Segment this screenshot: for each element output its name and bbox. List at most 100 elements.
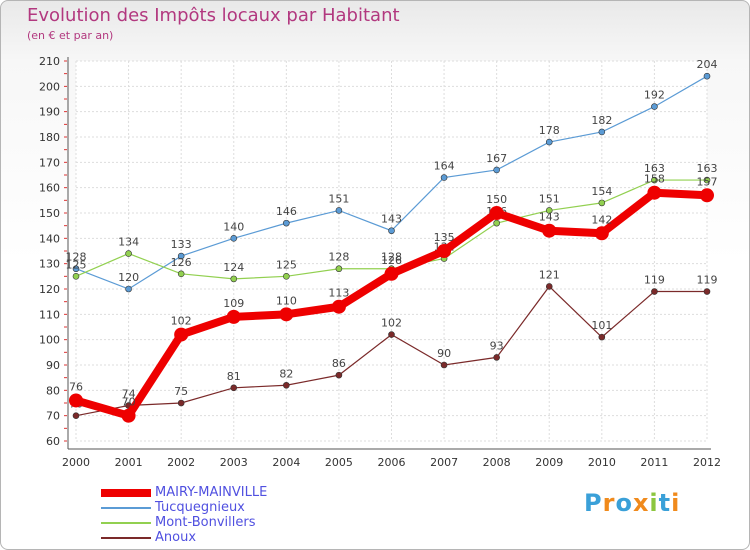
data-label: 125 xyxy=(276,258,297,271)
data-point xyxy=(647,185,662,200)
series-anoux: 7074 75 81 82 86 102 90 93 121 101 119 119 xyxy=(69,268,718,419)
data-label: 158 xyxy=(644,173,665,186)
data-point xyxy=(703,176,711,184)
y-tick-label: 100 xyxy=(39,334,60,347)
y-tick-label: 60 xyxy=(46,435,60,448)
data-label: 124 xyxy=(223,261,244,274)
x-tick-label: 2002 xyxy=(167,456,195,469)
x-tick-label: 2001 xyxy=(115,456,143,469)
data-label: 82 xyxy=(279,367,293,380)
data-label: 142 xyxy=(591,213,612,226)
data-point xyxy=(594,226,609,241)
data-label: 125 xyxy=(66,258,87,271)
data-point xyxy=(230,275,238,283)
logo-letter: r xyxy=(602,489,616,517)
data-point xyxy=(651,288,658,295)
data-point xyxy=(437,244,452,258)
data-point xyxy=(174,327,189,342)
legend-label: Anoux xyxy=(155,530,197,545)
data-point xyxy=(335,371,343,379)
y-tick-label: 150 xyxy=(39,207,60,220)
y-tick-label: 90 xyxy=(46,359,60,372)
data-label: 192 xyxy=(644,89,665,102)
data-label: 121 xyxy=(539,268,560,281)
data-label: 119 xyxy=(697,274,718,287)
legend-swatch xyxy=(101,522,151,524)
chart-subtitle: (en € et par an) xyxy=(27,29,114,42)
data-label: 128 xyxy=(328,251,349,264)
data-point xyxy=(440,174,448,181)
x-tick-label: 2007 xyxy=(430,456,458,469)
data-label: 163 xyxy=(644,162,665,175)
y-tick-label: 210 xyxy=(39,55,60,68)
data-point xyxy=(651,176,658,184)
data-label: 128 xyxy=(381,251,402,264)
data-label: 90 xyxy=(437,347,451,360)
data-label: 163 xyxy=(697,162,718,175)
data-label: 133 xyxy=(171,238,192,251)
data-label: 167 xyxy=(486,152,507,165)
data-point xyxy=(598,199,606,207)
y-tick-label: 130 xyxy=(39,258,60,271)
data-label: 157 xyxy=(697,175,718,188)
data-label: 151 xyxy=(539,192,560,205)
data-label: 119 xyxy=(644,274,665,287)
y-tick-label: 190 xyxy=(39,106,60,119)
data-label: 109 xyxy=(223,297,244,310)
data-point xyxy=(72,265,80,273)
data-point xyxy=(493,166,500,174)
data-label: 74 xyxy=(122,388,136,401)
x-tick-label: 2006 xyxy=(378,456,406,469)
x-tick-label: 2012 xyxy=(693,456,721,469)
data-point xyxy=(489,206,504,220)
data-label: 126 xyxy=(381,254,402,267)
data-point xyxy=(388,331,395,338)
data-label: 140 xyxy=(223,220,244,233)
data-point xyxy=(335,207,343,214)
logo-letter: i xyxy=(671,489,681,517)
x-tick-label: 2009 xyxy=(535,456,563,469)
y-tick-label: 70 xyxy=(46,410,60,423)
x-tick-label: 2005 xyxy=(325,456,353,469)
data-point xyxy=(545,207,553,214)
x-tick-label: 2010 xyxy=(588,456,616,469)
data-point xyxy=(651,103,658,110)
logo-letter: i xyxy=(649,489,659,517)
data-label: 164 xyxy=(434,160,455,173)
data-label: 150 xyxy=(486,193,507,206)
legend-label: MAIRY-MAINVILLE xyxy=(155,485,268,500)
data-point xyxy=(72,273,80,280)
data-point xyxy=(230,235,238,242)
data-point xyxy=(542,223,557,238)
data-label: 70 xyxy=(122,396,136,409)
data-label: 102 xyxy=(171,315,192,328)
data-label: 146 xyxy=(276,205,297,218)
legend-label: Tucquegnieux xyxy=(155,500,245,515)
data-point xyxy=(226,309,241,324)
data-label: 110 xyxy=(276,294,297,307)
x-tick-label: 2008 xyxy=(483,456,511,469)
data-label: 93 xyxy=(490,339,504,352)
series-tucquegnieux: 128 120 133 140 146 151 143 164 167 178 182 192 204 xyxy=(66,58,718,293)
data-point xyxy=(703,288,711,295)
data-point xyxy=(283,381,290,389)
data-label: 178 xyxy=(539,124,560,137)
y-tick-label: 160 xyxy=(39,182,60,195)
y-tick-label: 110 xyxy=(39,308,60,321)
data-label: 182 xyxy=(591,114,612,127)
legend-swatch xyxy=(101,489,151,497)
data-label: 102 xyxy=(381,317,402,330)
data-point xyxy=(493,354,500,361)
data-label: 86 xyxy=(332,357,346,370)
y-tick-label: 180 xyxy=(39,131,60,144)
y-tick-label: 140 xyxy=(39,232,60,245)
data-label: 204 xyxy=(697,58,718,71)
data-point xyxy=(230,384,238,392)
data-point xyxy=(177,399,185,407)
data-point xyxy=(598,333,606,341)
data-point xyxy=(72,412,80,419)
logo-letter: P xyxy=(584,489,603,517)
data-label: 154 xyxy=(591,185,612,198)
legend-label: Mont-Bonvillers xyxy=(155,515,256,530)
data-point xyxy=(598,128,606,136)
